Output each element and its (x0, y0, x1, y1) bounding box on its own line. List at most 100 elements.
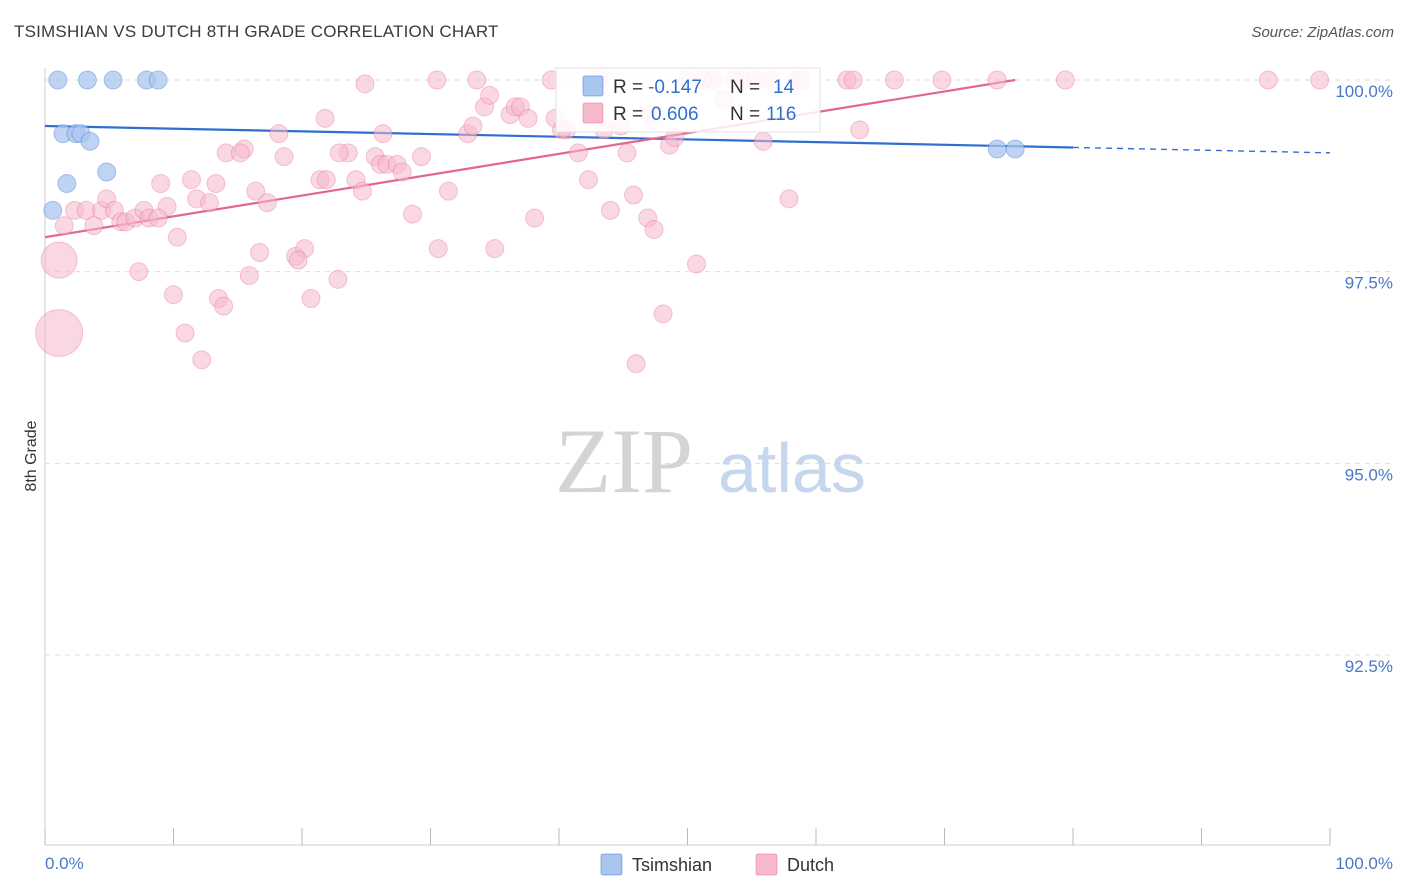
legend-n-label: N = (730, 104, 760, 125)
dutch-point (392, 162, 412, 182)
dutch-point (600, 200, 620, 220)
tsimshian-points (43, 70, 1025, 220)
watermark-atlas: atlas (718, 429, 866, 507)
dutch-point (214, 296, 234, 316)
dutch-point (301, 289, 321, 308)
dutch-point (373, 124, 393, 144)
dutch-point (617, 143, 637, 163)
dutch-point (269, 124, 289, 144)
dutch-point (644, 220, 664, 239)
stats-legend: R = -0.147 N = 14 R = 0.606 N = 116 (555, 67, 821, 133)
dutch-point (428, 239, 448, 259)
dutch-point (239, 266, 259, 285)
legend-r-value: 0.606 (651, 104, 699, 125)
legend-n-value: 116 (766, 104, 796, 125)
dutch-point (568, 143, 588, 163)
tsimshian-point (987, 139, 1007, 159)
dutch-point (315, 108, 335, 128)
tsimshian-point (48, 70, 68, 90)
dutch-point (485, 239, 505, 259)
dutch-point (779, 189, 799, 209)
dutch-point (932, 70, 952, 90)
dutch-point (352, 181, 372, 201)
dutch-point (624, 185, 644, 205)
dutch-point (987, 70, 1007, 90)
dutch-point (199, 193, 219, 213)
tsimshian-point (148, 70, 168, 90)
legend-n-value: 14 (773, 77, 795, 98)
watermark-zip: ZIP (555, 410, 693, 512)
dutch-point (192, 350, 212, 370)
dutch-point (753, 131, 773, 151)
dutch-point (250, 243, 270, 262)
zipatlas-watermark: ZIP atlas (555, 410, 866, 512)
series-legend-swatch-dutch (755, 853, 778, 876)
x-tick-label: 100.0% (1335, 854, 1393, 873)
tsimshian-point (57, 174, 77, 193)
dutch-point (84, 216, 104, 236)
tsimshian-point (103, 70, 123, 90)
dutch-point (467, 70, 487, 90)
dutch-point (151, 174, 171, 193)
y-tick-label: 95.0% (1345, 465, 1393, 484)
legend-swatch-tsimshian (582, 75, 604, 97)
x-tick-label: 0.0% (45, 854, 84, 873)
series-legend: Tsimshian Dutch (600, 853, 834, 876)
tsimshian-trend-extension (1072, 146, 1331, 154)
dutch-point (257, 193, 277, 213)
dutch-point (167, 227, 187, 247)
legend-r-value: -0.147 (648, 77, 702, 98)
tsimshian-point (43, 200, 63, 220)
gridlines (45, 79, 1395, 656)
dutch-point (480, 85, 500, 105)
legend-r-label: R = (613, 77, 643, 98)
dutch-point (355, 74, 375, 94)
dutch-point (412, 147, 432, 167)
dutch-point (686, 254, 706, 274)
dutch-point (206, 174, 226, 193)
series-legend-swatch-tsimshian (600, 853, 623, 876)
dutch-point (403, 204, 423, 224)
series-legend-label: Tsimshian (632, 855, 712, 875)
tsimshian-point (1005, 139, 1025, 159)
dutch-point (274, 147, 294, 167)
dutch-point (438, 181, 458, 201)
dutch-point (164, 285, 183, 305)
y-tick-label: 100.0% (1335, 82, 1393, 101)
dutch-point (328, 269, 348, 289)
dutch-point (54, 216, 74, 236)
dutch-point (884, 70, 904, 90)
dutch-point (525, 208, 545, 228)
dutch-point (427, 70, 447, 90)
tsimshian-point (80, 131, 100, 151)
dutch-point (148, 208, 168, 228)
chart-title: TSIMSHIAN VS DUTCH 8TH GRADE CORRELATION… (14, 22, 499, 41)
series-legend-label: Dutch (787, 855, 834, 875)
dutch-point (35, 309, 84, 357)
dutch-point (518, 108, 538, 128)
legend-swatch-dutch (582, 102, 604, 124)
dutch-point (653, 304, 673, 324)
dutch-point (329, 143, 349, 163)
dutch-point (316, 170, 336, 190)
dutch-point (1310, 70, 1330, 90)
dutch-point (129, 262, 149, 282)
legend-r-label: R = (613, 104, 643, 125)
dutch-point (1258, 70, 1278, 90)
y-axis-title: 8th Grade (23, 420, 40, 491)
dutch-point (1055, 70, 1075, 90)
tsimshian-point (97, 162, 117, 182)
dutch-point (40, 241, 78, 279)
dutch-point (288, 250, 308, 270)
dutch-point (230, 143, 250, 163)
legend-n-label: N = (730, 77, 760, 98)
dutch-point (579, 170, 599, 190)
dutch-point (175, 323, 195, 343)
y-tick-label: 97.5% (1345, 274, 1393, 293)
tsimshian-point (77, 70, 97, 90)
dutch-point (181, 170, 201, 190)
dutch-point (463, 116, 483, 136)
dutch-point (626, 354, 646, 374)
dutch-point (246, 181, 266, 201)
